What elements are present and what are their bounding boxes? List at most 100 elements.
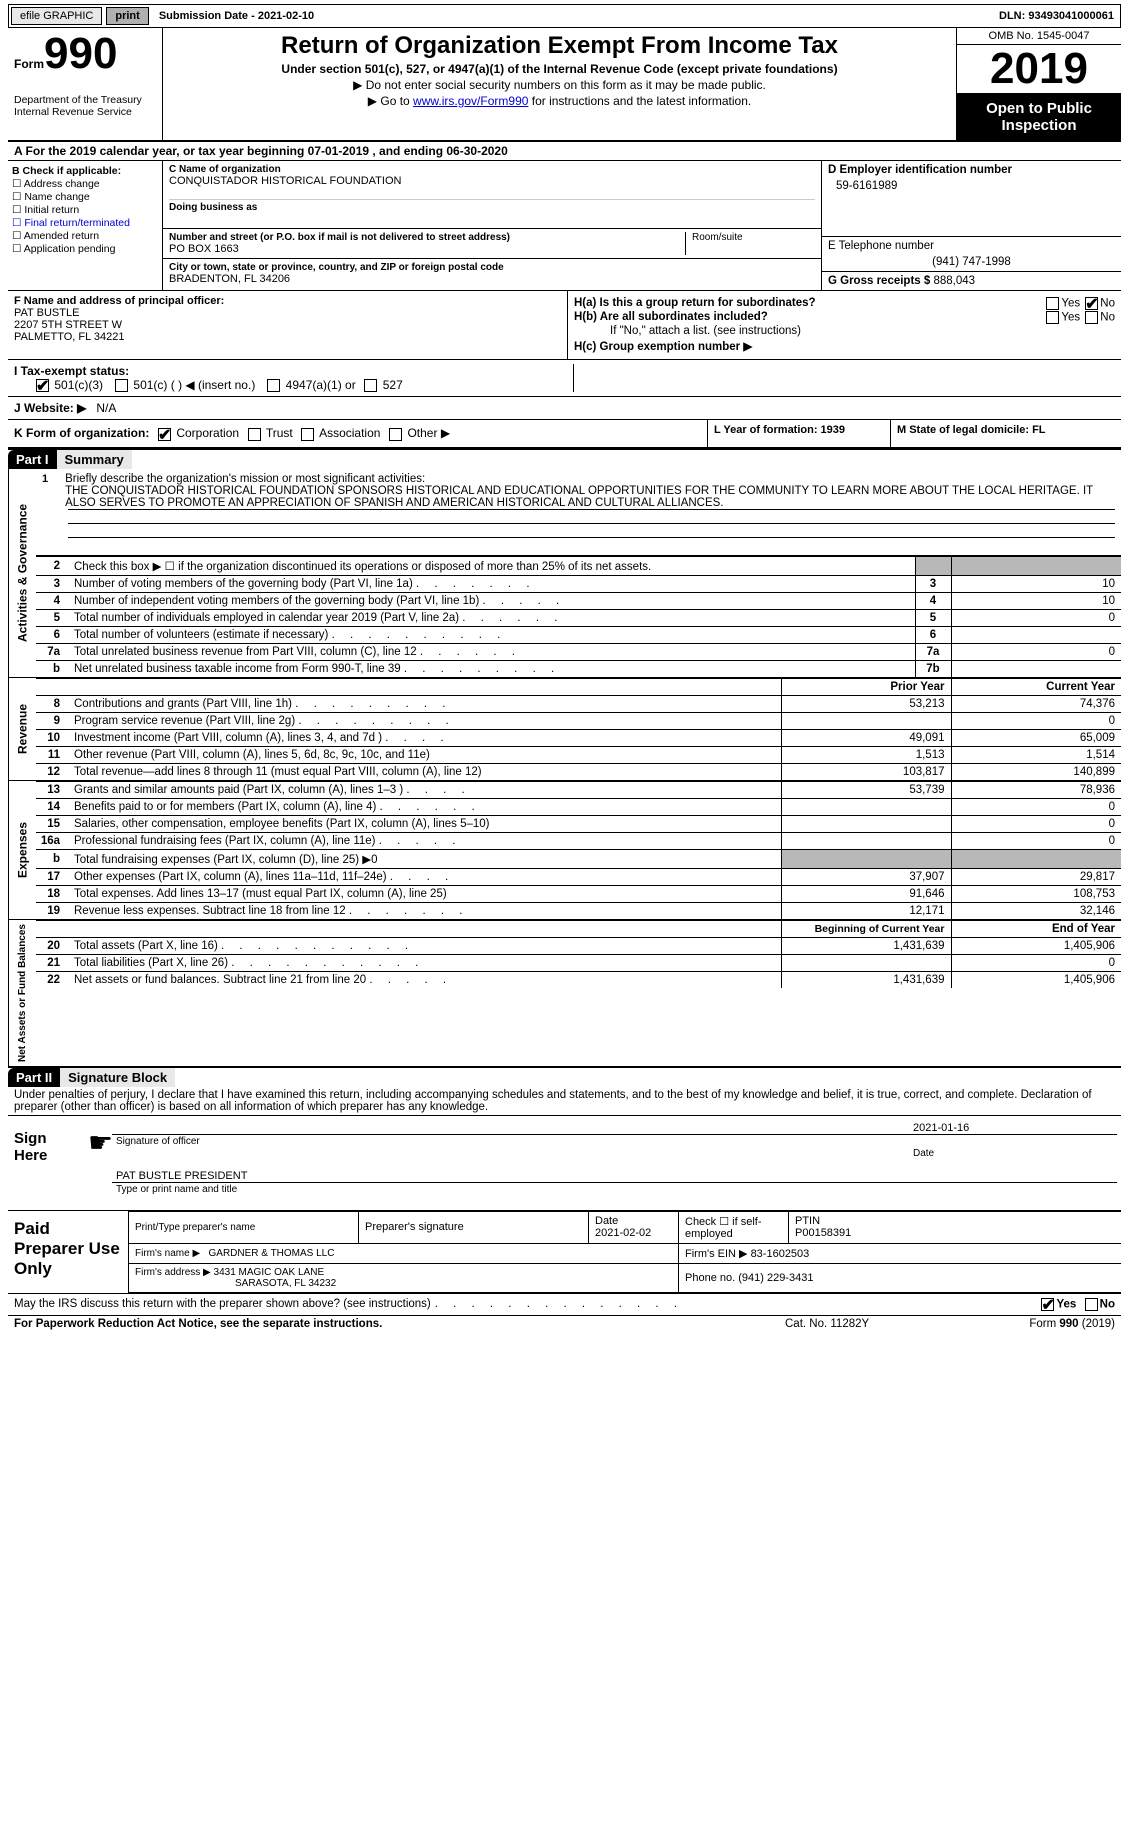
line-4-row: 4 Number of independent voting members o… xyxy=(36,592,1121,609)
irs-link[interactable]: www.irs.gov/Form990 xyxy=(413,94,528,108)
officer-signature-line: Signature of officer 2021-01-16Date xyxy=(112,1134,1117,1160)
check-if-applicable-col: B Check if applicable: ☐ Address change … xyxy=(8,161,163,290)
line-13-row: 13Grants and similar amounts paid (Part … xyxy=(36,781,1121,798)
dept-label: Department of the Treasury Internal Reve… xyxy=(14,94,156,118)
line-8-row: 8Contributions and grants (Part VIII, li… xyxy=(36,695,1121,712)
officer-row: F Name and address of principal officer:… xyxy=(8,291,1121,360)
form-number: Form990 xyxy=(14,32,156,76)
net-assets-vlabel: Net Assets or Fund Balances xyxy=(8,920,36,1066)
ein-cell: D Employer identification number 59-6161… xyxy=(821,161,1121,237)
entity-info-section: B Check if applicable: ☐ Address change … xyxy=(8,161,1121,291)
line-22-row: 22Net assets or fund balances. Subtract … xyxy=(36,971,1121,988)
check-association[interactable] xyxy=(301,428,314,441)
line-5-row: 5 Total number of individuals employed i… xyxy=(36,609,1121,626)
check-501c[interactable] xyxy=(115,379,128,392)
expenses-section: Expenses 13Grants and similar amounts pa… xyxy=(8,781,1121,920)
check-trust[interactable] xyxy=(248,428,261,441)
line-12-row: 12Total revenue—add lines 8 through 11 (… xyxy=(36,763,1121,780)
tax-year: 2019 xyxy=(957,45,1121,94)
activities-governance-section: Activities & Governance 1 Briefly descri… xyxy=(8,469,1121,678)
net-assets-section: Net Assets or Fund Balances Beginning of… xyxy=(8,920,1121,1068)
check-corporation[interactable] xyxy=(158,428,171,441)
state-domicile-cell: M State of legal domicile: FL xyxy=(891,420,1121,446)
h-b-row: H(b) Are all subordinates included? Yes … xyxy=(574,311,1115,323)
check-final-return[interactable]: ☐ Final return/terminated xyxy=(12,217,158,229)
activities-governance-vlabel: Activities & Governance xyxy=(8,469,36,677)
expenses-vlabel: Expenses xyxy=(8,781,36,919)
paid-preparer-label: Paid Preparer Use Only xyxy=(8,1211,128,1293)
address-cell: Number and street (or P.O. box if mail i… xyxy=(163,229,821,259)
check-address-change[interactable]: ☐ Address change xyxy=(12,178,158,190)
line-14-row: 14Benefits paid to or for members (Part … xyxy=(36,798,1121,815)
efile-button[interactable]: efile GRAPHIC xyxy=(11,7,102,25)
irs-discuss-row: May the IRS discuss this return with the… xyxy=(8,1294,1121,1316)
firm-name-row: Firm's name ▶ GARDNER & THOMAS LLC Firm'… xyxy=(129,1243,1122,1263)
form-subtitle: Under section 501(c), 527, or 4947(a)(1)… xyxy=(171,62,948,76)
website-row: J Website: ▶ N/A xyxy=(8,397,1121,420)
form-info-1: ▶ Do not enter social security numbers o… xyxy=(171,78,948,92)
dln-label: DLN: 93493041000061 xyxy=(999,10,1120,22)
mission-block: 1 Briefly describe the organization's mi… xyxy=(36,469,1121,556)
line-11-row: 11Other revenue (Part VIII, column (A), … xyxy=(36,746,1121,763)
check-527[interactable] xyxy=(364,379,377,392)
top-bar: efile GRAPHIC print Submission Date - 20… xyxy=(8,4,1121,28)
check-amended-return[interactable]: ☐ Amended return xyxy=(12,230,158,242)
check-discuss-no[interactable] xyxy=(1085,1298,1098,1311)
beg-end-header-row: Beginning of Current Year End of Year xyxy=(36,920,1121,937)
check-application-pending[interactable]: ☐ Application pending xyxy=(12,243,158,255)
line-6-row: 6 Total number of volunteers (estimate i… xyxy=(36,626,1121,643)
line-16b-row: bTotal fundraising expenses (Part IX, co… xyxy=(36,849,1121,868)
form-info-2: ▶ Go to www.irs.gov/Form990 for instruct… xyxy=(171,94,948,108)
sign-here-label: Sign Here xyxy=(8,1116,88,1210)
line-17-row: 17Other expenses (Part IX, column (A), l… xyxy=(36,868,1121,885)
h-c-row: H(c) Group exemption number ▶ xyxy=(574,339,1115,353)
tax-period-row: A For the 2019 calendar year, or tax yea… xyxy=(8,142,1121,161)
org-name-cell: C Name of organization CONQUISTADOR HIST… xyxy=(163,161,821,229)
submission-date-label: Submission Date - 2021-02-10 xyxy=(151,8,322,24)
preparer-header-row: Print/Type preparer's name Preparer's si… xyxy=(129,1211,1122,1243)
footer-row: For Paperwork Reduction Act Notice, see … xyxy=(8,1316,1121,1332)
line-7a-row: 7a Total unrelated business revenue from… xyxy=(36,643,1121,660)
gross-receipts-cell: G Gross receipts $ 888,043 xyxy=(821,272,1121,290)
line-9-row: 9Program service revenue (Part VIII, lin… xyxy=(36,712,1121,729)
form-header: Form990 Department of the Treasury Inter… xyxy=(8,28,1121,142)
firm-address-row: Firm's address ▶ 3431 MAGIC OAK LANE SAR… xyxy=(129,1263,1122,1292)
paid-preparer-row: Paid Preparer Use Only Print/Type prepar… xyxy=(8,1211,1121,1294)
room-suite-cell: Room/suite xyxy=(685,232,815,255)
prior-current-header-row: Prior Year Current Year xyxy=(36,678,1121,695)
part-2-header-row: Part IISignature Block xyxy=(8,1068,1121,1087)
open-to-public-label: Open to Public Inspection xyxy=(957,94,1121,140)
omb-number: OMB No. 1545-0047 xyxy=(957,28,1121,45)
h-a-row: H(a) Is this a group return for subordin… xyxy=(574,297,1115,309)
form-title: Return of Organization Exempt From Incom… xyxy=(171,32,948,60)
officer-name-line: Type or print name and title xyxy=(112,1182,1117,1196)
line-10-row: 10Investment income (Part VIII, column (… xyxy=(36,729,1121,746)
line-7b-row: b Net unrelated business taxable income … xyxy=(36,660,1121,677)
revenue-section: Revenue Prior Year Current Year 8Contrib… xyxy=(8,678,1121,781)
check-4947[interactable] xyxy=(267,379,280,392)
perjury-statement: Under penalties of perjury, I declare th… xyxy=(8,1087,1121,1116)
city-cell: City or town, state or province, country… xyxy=(163,259,821,288)
sign-here-row: Sign Here ☛ Signature of officer 2021-01… xyxy=(8,1116,1121,1211)
check-name-change[interactable]: ☐ Name change xyxy=(12,191,158,203)
tax-exempt-status-row: I Tax-exempt status: 501(c)(3) 501(c) ( … xyxy=(8,360,1121,397)
line-2-row: 2 Check this box ▶ ☐ if the organization… xyxy=(36,556,1121,575)
line-16a-row: 16aProfessional fundraising fees (Part I… xyxy=(36,832,1121,849)
print-button[interactable]: print xyxy=(106,7,148,25)
form-of-org-row: K Form of organization: Corporation Trus… xyxy=(8,420,1121,448)
line-19-row: 19Revenue less expenses. Subtract line 1… xyxy=(36,902,1121,919)
line-18-row: 18Total expenses. Add lines 13–17 (must … xyxy=(36,885,1121,902)
check-other-org[interactable] xyxy=(389,428,402,441)
year-formation-cell: L Year of formation: 1939 xyxy=(708,420,891,446)
h-note-row: If "No," attach a list. (see instruction… xyxy=(574,325,1115,337)
line-3-row: 3 Number of voting members of the govern… xyxy=(36,575,1121,592)
part-1-header-row: Part ISummary xyxy=(8,449,1121,469)
line-21-row: 21Total liabilities (Part X, line 26) . … xyxy=(36,954,1121,971)
revenue-vlabel: Revenue xyxy=(8,678,36,780)
line-15-row: 15Salaries, other compensation, employee… xyxy=(36,815,1121,832)
line-20-row: 20Total assets (Part X, line 16) . . . .… xyxy=(36,937,1121,954)
phone-cell: E Telephone number (941) 747-1998 xyxy=(821,237,1121,272)
check-501c3[interactable] xyxy=(36,379,49,392)
check-initial-return[interactable]: ☐ Initial return xyxy=(12,204,158,216)
check-discuss-yes[interactable] xyxy=(1041,1298,1054,1311)
